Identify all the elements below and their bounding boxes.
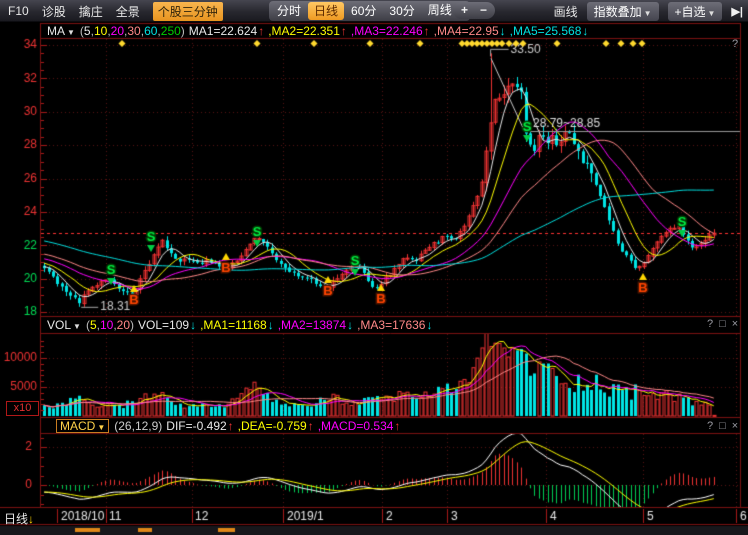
draw-line-button[interactable]: 画线 [553, 4, 578, 19]
help-icon[interactable]: ? [707, 318, 714, 330]
ma-indicator-label: MA [47, 24, 65, 38]
down-arrow-icon: ↓ [582, 24, 589, 38]
close-icon[interactable]: × [731, 318, 739, 330]
add-watchlist-button[interactable]: +自选 ▼ [667, 1, 723, 21]
param-value: 10 [93, 24, 108, 38]
period-tab-60分[interactable]: 60分 [351, 4, 377, 18]
param-value: 30 [127, 24, 141, 38]
main-pane-icons: ? [732, 38, 738, 50]
ma-indicator-header: MA ▼ (5, 10, 20, 30, 60, 250) MA1=22.624 ↑ ,MA2=2… [47, 24, 588, 38]
panorama-button[interactable]: 全景 [115, 4, 140, 19]
down-arrow-icon: ↓ [190, 318, 197, 332]
indicator-value: ,MA5=25.568 [509, 24, 582, 38]
period-tab-分时[interactable]: 分时 [277, 4, 302, 18]
chevron-down-icon: ▼ [707, 8, 716, 18]
zoom-out-button[interactable]: − [479, 3, 487, 17]
add-watchlist-label: +自选 [674, 4, 706, 19]
index-overlay-button[interactable]: 指数叠加 ▼ [586, 1, 659, 21]
maximize-icon[interactable]: □ [719, 420, 726, 432]
up-arrow-icon: ↑ [423, 24, 430, 38]
param-value: 10 [99, 318, 114, 332]
chevron-down-icon: ▼ [67, 28, 75, 37]
params-comma: , [96, 318, 100, 332]
down-arrow-icon: ↓ [426, 318, 433, 332]
params-comma: , [113, 318, 117, 332]
indicator-value: ,MA4=22.95 [433, 24, 499, 38]
param-value: 60 [144, 24, 158, 38]
params-paren: ( [79, 24, 84, 38]
up-arrow-icon: ↑ [340, 24, 347, 38]
toolbar-left-group: F10 诊股 擒庄 全景 个股三分钟 [8, 0, 223, 22]
down-arrow-icon: ↓ [499, 24, 506, 38]
vol-indicator-dropdown[interactable]: VOL ▼ [47, 318, 81, 332]
period-tab-30分[interactable]: 30分 [389, 4, 415, 18]
index-overlay-label: 指数叠加 [593, 4, 642, 19]
params-comma: , [140, 24, 145, 38]
indicator-value: ,MA3=17636 [357, 318, 426, 332]
down-arrow-icon: ↓ [347, 318, 354, 332]
vol-indicator-label: VOL [47, 318, 72, 332]
catch-banker-button[interactable]: 擒庄 [78, 4, 103, 19]
bottom-period-label[interactable]: 日线↓ [4, 510, 34, 527]
chevron-down-icon: ▼ [643, 8, 652, 18]
ma-indicator-dropdown[interactable]: MA ▼ [47, 24, 75, 38]
collapse-panel-icon[interactable]: ▶| [731, 5, 743, 18]
macd-pane-icons: ? □ × [707, 420, 738, 432]
arrow-down-icon: ↓ [28, 512, 35, 526]
param-value: 5 [89, 318, 97, 332]
param-value: 5 [83, 24, 91, 38]
down-arrow-icon: ↓ [267, 318, 274, 332]
up-arrow-icon: ↑ [227, 419, 234, 433]
help-icon[interactable]: ? [732, 38, 739, 50]
indicator-value: ,MA3=22.246 [350, 24, 423, 38]
period-tab-日线[interactable]: 日线 [308, 2, 345, 20]
volume-pane-icons: ? □ × [707, 318, 738, 330]
params-comma: , [124, 24, 128, 38]
zoom-in-button[interactable]: + [460, 3, 468, 17]
indicator-value: ,MA2=22.351 [268, 24, 340, 38]
chevron-down-icon: ▼ [73, 322, 81, 331]
macd-params: (26,12,9) [114, 419, 163, 433]
volume-unit-badge: x10 [6, 401, 39, 416]
indicator-value: VOL=109 [138, 318, 190, 332]
param-value: 20 [116, 318, 131, 332]
close-icon[interactable]: × [731, 420, 739, 432]
up-arrow-icon: ↑ [394, 419, 401, 433]
zoom-button-group: + − [453, 2, 495, 19]
param-value: 250 [160, 24, 181, 38]
bottom-period-text: 日线 [4, 512, 29, 526]
indicator-value: ,DEA=-0.759 [237, 419, 307, 433]
chevron-down-icon: ▼ [97, 423, 106, 432]
help-icon[interactable]: ? [707, 420, 714, 432]
params-paren: ( [85, 318, 90, 332]
diagnose-stock-button[interactable]: 诊股 [41, 4, 66, 19]
up-arrow-icon: ↑ [307, 419, 314, 433]
macd-indicator-dropdown[interactable]: MACD ▼ [56, 419, 110, 433]
maximize-icon[interactable]: □ [719, 318, 726, 330]
params-comma: , [90, 24, 94, 38]
volume-indicator-header: VOL ▼ (5, 10, 20) VOL=109 ↓ ,MA1=11168 ↓ ,MA2=13… [47, 318, 432, 332]
params-comma: , [157, 24, 161, 38]
indicator-value: ,MA2=13874 [277, 318, 347, 332]
stock-3min-button[interactable]: 个股三分钟 [152, 1, 223, 21]
indicator-value: MA1=22.624 [188, 24, 258, 38]
up-arrow-icon: ↑ [258, 24, 265, 38]
f10-button[interactable]: F10 [8, 4, 29, 18]
params-paren: ) [130, 318, 135, 332]
param-value: 20 [110, 24, 125, 38]
toolbar-right-group: 画线 指数叠加 ▼ +自选 ▼ ▶| [554, 0, 743, 22]
params-paren: ) [180, 24, 185, 38]
macd-indicator-header: MACD ▼ (26,12,9) DIF=-0.492 ↑ ,DEA=-0.759 ↑,… [56, 419, 400, 433]
params-comma: , [107, 24, 111, 38]
indicator-value: ,MACD=0.534 [317, 419, 394, 433]
macd-indicator-label: MACD [60, 419, 96, 433]
indicator-value: DIF=-0.492 [166, 419, 227, 433]
indicator-value: ,MA1=11168 [200, 318, 267, 332]
